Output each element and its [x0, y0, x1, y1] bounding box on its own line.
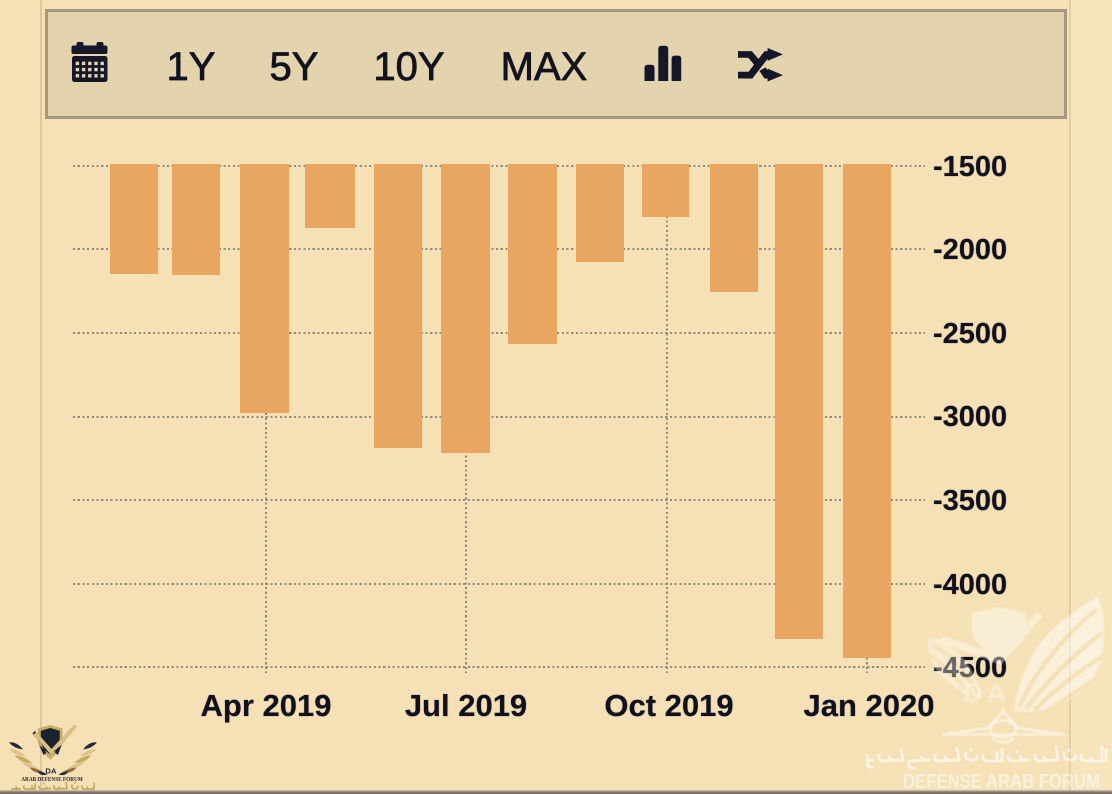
- svg-text:ARAB DEFENSE FORUM: ARAB DEFENSE FORUM: [21, 777, 83, 783]
- svg-text:DA: DA: [963, 678, 1010, 708]
- svg-text:DA: DA: [45, 766, 57, 775]
- svg-text:DEFENSE ARAB FORUM: DEFENSE ARAB FORUM: [903, 770, 1100, 793]
